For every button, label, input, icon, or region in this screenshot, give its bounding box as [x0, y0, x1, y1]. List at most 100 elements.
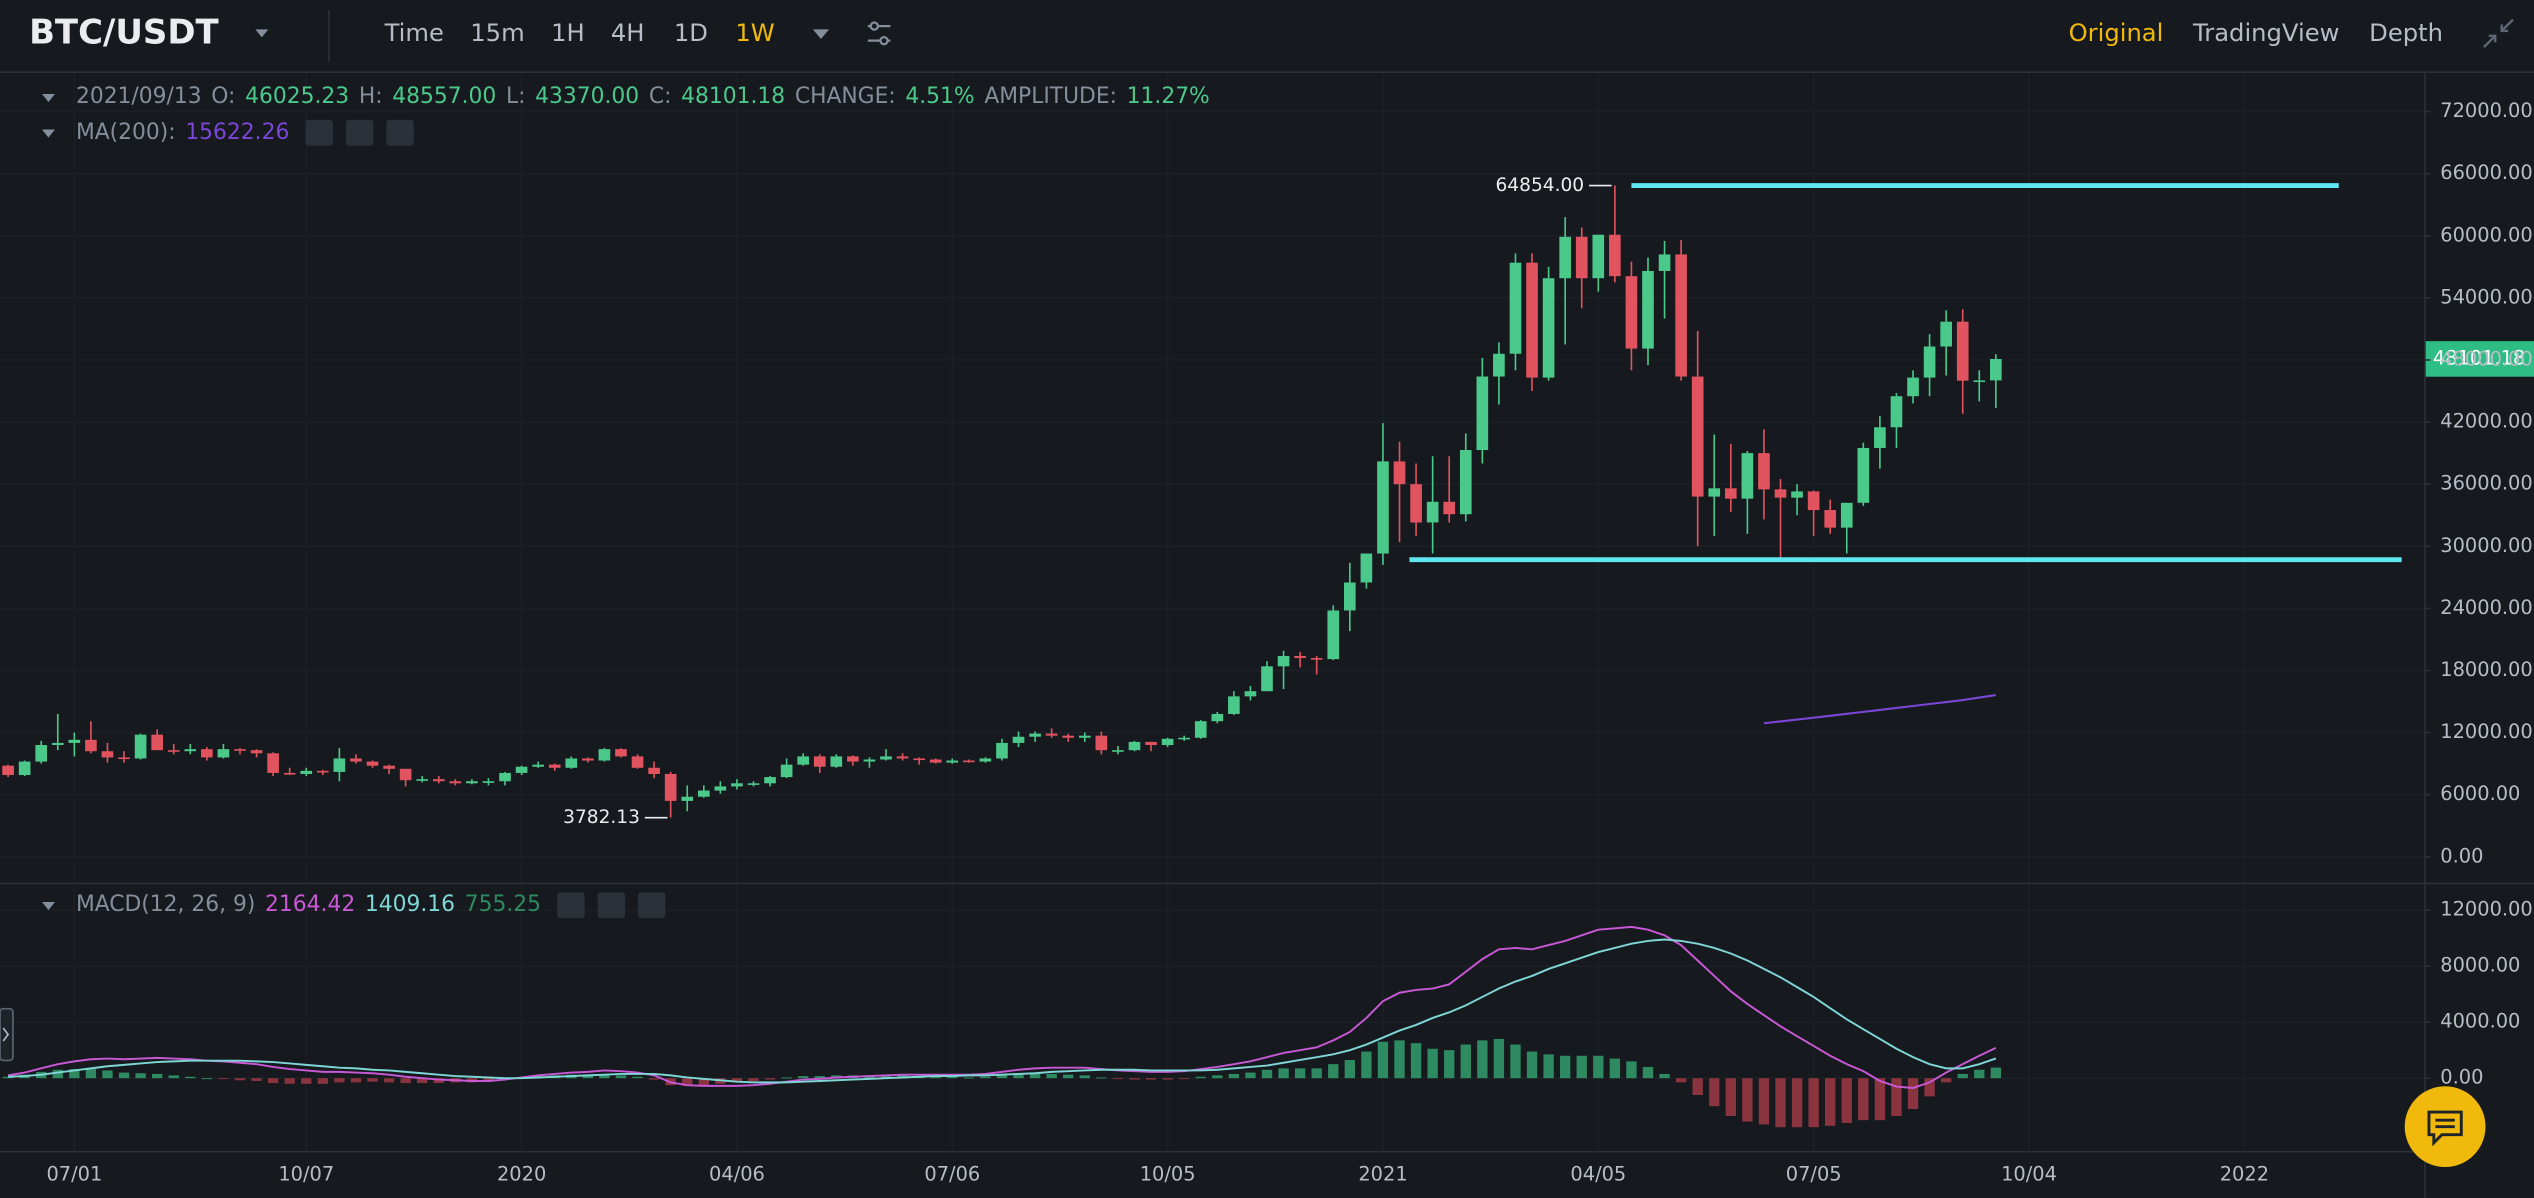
candle-body — [499, 772, 511, 782]
candle-body — [1691, 376, 1704, 497]
collapse-arrow[interactable] — [42, 93, 55, 103]
candle-body — [167, 750, 180, 752]
macd-histogram-bar — [1112, 1078, 1124, 1080]
macd-histogram-bar — [1924, 1078, 1935, 1097]
legend-value: 755.25 — [465, 892, 541, 917]
legend-icon[interactable] — [637, 892, 666, 919]
candle-body — [1824, 510, 1837, 528]
macd-histogram-bar — [764, 1078, 776, 1080]
settings-icon[interactable] — [867, 21, 891, 46]
min-label: 3782.13 — [563, 807, 640, 828]
candle-body — [1426, 501, 1439, 523]
macd-histogram-bar — [267, 1078, 279, 1084]
x-tick-label: 04/06 — [709, 1163, 765, 1186]
candle-body — [1940, 321, 1952, 347]
collapse-icon[interactable] — [2483, 18, 2514, 48]
last-price-tag — [2425, 341, 2534, 377]
macd-histogram-bar — [350, 1078, 362, 1083]
candle-body — [1973, 380, 1986, 383]
candle-body — [1774, 489, 1787, 498]
collapse-arrow[interactable] — [42, 902, 55, 911]
macd-histogram-bar — [1410, 1043, 1422, 1079]
macd-histogram-bar — [52, 1069, 63, 1079]
y-tick-label: 66000.00 — [2440, 161, 2532, 184]
candle-body — [134, 734, 147, 759]
candle-body — [1211, 713, 1224, 722]
macd-line — [7, 925, 1997, 1089]
macd-histogram-bar — [1096, 1077, 1107, 1079]
macd-histogram-bar — [1079, 1075, 1090, 1079]
legend-key: CHANGE: — [795, 84, 896, 109]
legend-icon[interactable] — [597, 892, 626, 919]
candle-body — [1675, 254, 1687, 377]
candle-body — [1874, 427, 1886, 448]
candle-body — [283, 772, 296, 775]
candle-body — [714, 786, 727, 791]
interval-dropdown[interactable] — [812, 29, 830, 40]
legend-key: MACD(12, 26, 9) — [76, 892, 255, 917]
legend-icon[interactable] — [557, 892, 585, 919]
candle-body — [880, 756, 892, 760]
macd-histogram-bar — [1692, 1078, 1703, 1095]
macd-histogram-bar — [85, 1069, 97, 1079]
side-toggle[interactable] — [0, 1007, 14, 1062]
candle-body — [764, 777, 776, 784]
interval-tab[interactable]: 4H — [611, 18, 645, 47]
collapse-arrow[interactable] — [42, 129, 55, 138]
candle-body — [1890, 396, 1903, 428]
macd-histogram-bar — [947, 1076, 958, 1079]
interval-tab[interactable]: 15m — [470, 18, 524, 47]
interval-tab[interactable]: 1H — [551, 18, 585, 47]
macd-histogram-bar — [185, 1076, 196, 1079]
view-tab[interactable]: TradingView — [2192, 18, 2339, 47]
candle-body — [1575, 236, 1588, 279]
macd-histogram-bar — [1344, 1059, 1355, 1079]
symbol-dropdown[interactable] — [255, 29, 269, 38]
legend-value: 46025.23 — [245, 84, 349, 109]
candle-body — [1112, 750, 1124, 752]
macd-histogram-bar — [1245, 1072, 1256, 1079]
candle-body — [615, 749, 627, 757]
candle-body — [2, 765, 14, 776]
grid — [0, 72, 2425, 1151]
macd-histogram-bar — [400, 1078, 411, 1084]
macd-histogram-bar — [1477, 1040, 1488, 1079]
y-tick-label: 30000.00 — [2440, 534, 2532, 557]
view-tab[interactable]: Original — [2069, 18, 2164, 47]
interval-tab[interactable]: 1D — [674, 18, 708, 47]
candle-body — [350, 758, 362, 762]
y-tick-label: 0.00 — [2440, 1066, 2483, 1089]
macd-histogram-bar — [980, 1076, 991, 1079]
candle-body — [1741, 453, 1754, 499]
candle-body — [399, 768, 412, 781]
candle-body — [1194, 721, 1207, 738]
legend-icon[interactable] — [386, 119, 414, 146]
macd-histogram-bar — [582, 1074, 594, 1079]
candle-body — [1062, 735, 1075, 738]
y-tick-label: 60000.00 — [2440, 223, 2532, 246]
macd-histogram-bar — [1493, 1038, 1505, 1079]
candle-body — [1592, 234, 1605, 279]
macd-histogram-bar — [698, 1078, 709, 1086]
macd-histogram-bar — [1791, 1078, 1803, 1128]
candle-body — [1294, 655, 1306, 659]
candle-body — [582, 758, 594, 761]
candle-body — [664, 773, 677, 801]
macd-histogram-bar — [632, 1076, 643, 1079]
interval-tab[interactable]: Time — [384, 18, 444, 47]
macd-histogram-bar — [1609, 1058, 1621, 1079]
candle-body — [1476, 376, 1489, 451]
candle-body — [1791, 491, 1803, 498]
interval-tab[interactable]: 1W — [735, 18, 774, 47]
view-tab[interactable]: Depth — [2369, 18, 2443, 47]
candle-body — [1724, 488, 1737, 499]
macd-histogram-bar — [648, 1078, 660, 1080]
legend-icon[interactable] — [345, 119, 374, 146]
candle-body — [35, 745, 48, 762]
macd-histogram-bar — [1013, 1073, 1024, 1079]
y-tick-label: 18000.00 — [2440, 658, 2532, 681]
x-tick-label: 07/05 — [1786, 1163, 1842, 1186]
macd-histogram-bar — [1394, 1040, 1405, 1079]
legend-icon[interactable] — [305, 119, 333, 146]
symbol[interactable]: BTC/USDT — [29, 14, 219, 53]
